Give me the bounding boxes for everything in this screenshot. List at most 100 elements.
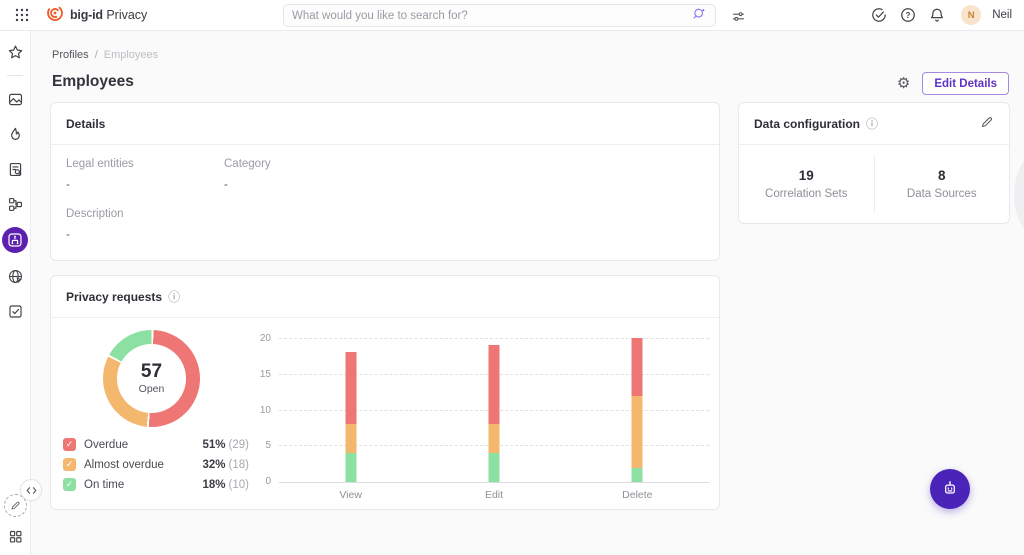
field-value: - [224,179,228,191]
ai-search-icon[interactable] [692,6,707,26]
sidebar-collapse-handle[interactable] [20,479,42,501]
workflow-icon [8,197,22,211]
data-configuration-card: Data configuration ⓘ 19 Correlation Sets… [738,102,1010,224]
avatar[interactable]: N [961,5,982,25]
field-legal-entities: Legal entities - [66,158,224,191]
details-fields-row: Legal entities - Category - [66,158,704,191]
star-icon [8,45,22,58]
sidebar-item-profiles-active[interactable] [2,227,28,253]
legend-label: On time [84,478,125,491]
correlation-sets-stat[interactable]: 19 Correlation Sets [739,168,874,200]
legend-count: (29) [228,438,249,451]
legend-count: (10) [228,478,249,491]
stat-divider [873,156,875,212]
donut-legend: ✓ Overdue 51% (29) ✓ Almost overdue 32% (1… [63,438,249,491]
search-input[interactable] [292,9,692,22]
bar-chart-plot: 0 5 10 15 20 View Edit Delete [260,333,709,501]
sidebar [0,31,31,555]
image-icon [8,93,22,105]
edit-details-button[interactable]: Edit Details [922,72,1009,95]
sidebar-bottom [3,494,27,555]
sidebar-item-tasks[interactable] [3,299,27,323]
field-label: Category [224,158,271,170]
sidebar-item-data-explorer[interactable] [3,157,27,181]
data-sources-stat[interactable]: 8 Data Sources [875,168,1010,200]
flame-icon [10,127,20,140]
correlation-sets-count: 19 [798,168,814,183]
legend-item-on-time[interactable]: ✓ On time 18% (10) [63,478,249,491]
details-card-title: Details [66,116,106,131]
x-axis-category-label: View [339,489,362,501]
sidebar-divider [7,75,23,76]
privacy-requests-title: Privacy requests [66,289,163,304]
topbar: big-id Privacy [0,0,1024,31]
sidebar-item-regulations[interactable] [3,264,27,288]
bar-stack [631,338,643,482]
grid-small-icon[interactable] [8,529,23,549]
gear-icon[interactable]: ⚙ [896,75,911,92]
filter-sliders-icon[interactable] [728,6,748,26]
sidebar-item-favorites[interactable] [3,40,27,64]
bar-segment [345,453,357,482]
x-axis-category-label: Edit [484,489,504,501]
bar-segment [488,345,500,425]
field-description: Description - [66,208,704,241]
topbar-right: ? N Neil [870,5,1012,25]
bell-icon[interactable] [928,6,946,24]
legend-checkbox[interactable]: ✓ [63,438,76,451]
apps-grid-icon[interactable] [12,5,32,25]
legend-count: (18) [228,458,249,471]
privacy-requests-body: 57 Open ✓ Overdue 51% (29) ✓ Almost overd… [51,318,719,510]
sidebar-item-risk[interactable] [3,122,27,146]
bar-stack [345,352,357,482]
global-search [283,4,716,27]
breadcrumb-separator: / [94,49,98,61]
robot-icon [945,481,955,494]
product-name: big-id [70,8,103,22]
info-icon[interactable]: ⓘ [866,117,879,131]
user-name[interactable]: Neil [992,9,1012,21]
privacy-requests-header: Privacy requests ⓘ [51,276,719,318]
bar-stack [488,345,500,482]
pencil-dashed-icon[interactable] [3,494,27,517]
legend-checkbox[interactable]: ✓ [63,478,76,491]
title-actions: ⚙ Edit Details [897,72,1009,95]
task-check-icon[interactable] [870,6,888,24]
sidebar-item-overview[interactable] [3,87,27,111]
sidebar-item-data-flows[interactable] [3,192,27,216]
sitemap-icon [8,233,22,247]
bar-segment [345,352,357,425]
data-configuration-title: Data configuration [754,116,861,131]
data-sources-count: 8 [937,168,946,183]
details-card-header: Details [51,103,719,145]
breadcrumb-profiles[interactable]: Profiles [52,49,89,61]
legend-item-overdue[interactable]: ✓ Overdue 51% (29) [63,438,249,451]
data-sources-label: Data Sources [906,188,977,200]
page-title: Employees [52,73,134,90]
legend-label: Overdue [84,438,129,451]
legend-value: 18% (10) [203,479,249,491]
y-axis-tick-label: 15 [259,368,271,380]
assistant-fab-button[interactable] [930,469,970,509]
legend-pct: 32% [202,458,226,471]
bar-segment [631,467,643,482]
app-logo[interactable]: big-id Privacy [46,4,147,27]
pencil-icon[interactable] [980,115,994,132]
privacy-requests-card: Privacy requests ⓘ 57 Open ✓ Overdue 51%… [50,275,720,510]
data-configuration-header: Data configuration ⓘ [739,103,1009,145]
main-content: Profiles / Employees Employees ⚙ Edit De… [31,31,1024,555]
module-name: Privacy [106,8,148,22]
document-search-icon [9,162,21,176]
field-label: Description [66,208,124,220]
legend-checkbox[interactable]: ✓ [63,458,76,471]
help-icon[interactable]: ? [899,6,917,24]
field-value: - [66,229,70,241]
bar-segment [488,424,500,454]
bar-segment [488,453,500,482]
data-configuration-body: 19 Correlation Sets 8 Data Sources [739,145,1009,223]
donut-total: 57 [140,361,163,383]
bar-segment [345,424,357,454]
legend-item-almost-overdue[interactable]: ✓ Almost overdue 32% (18) [63,458,249,471]
info-icon[interactable]: ⓘ [168,290,181,304]
collapse-icon [26,486,36,494]
